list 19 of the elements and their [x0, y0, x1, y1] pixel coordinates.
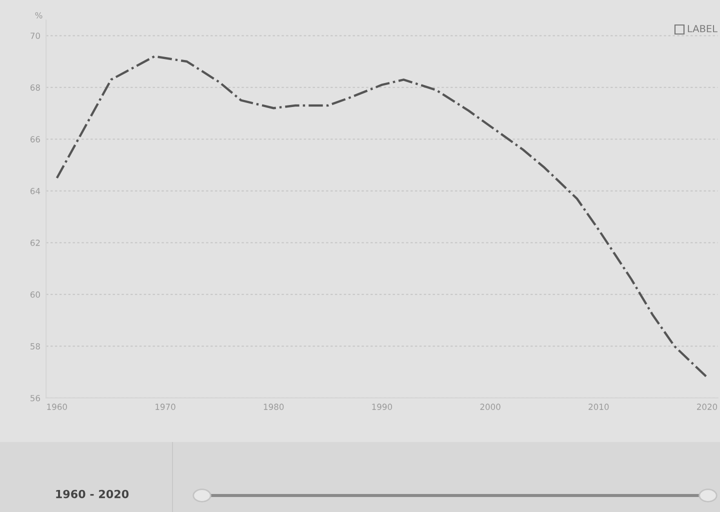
y-tick-label: 66 [30, 136, 40, 142]
text: 1960 - 2020 [56, 490, 129, 498]
x-tick-label: 1980 [264, 404, 284, 410]
y-tick-label: 56 [30, 394, 40, 402]
y-tick-label: 68 [30, 84, 40, 91]
annotation: LABEL [688, 25, 718, 32]
x-tick-label: 2020 [697, 404, 718, 410]
line-series [56, 55, 708, 378]
x-tick-label: 2010 [588, 404, 609, 410]
y-tick-label: 62 [30, 240, 40, 246]
y-tick-label: 60 [30, 291, 40, 298]
y-tick-label: 70 [30, 32, 40, 39]
x-tick-label: 1970 [156, 404, 176, 410]
y-tick-label: 64 [30, 188, 40, 194]
x-tick-label: 1990 [372, 404, 392, 410]
x-tick-label: 2000 [480, 404, 500, 410]
x-tick-label: 1960 [47, 404, 67, 410]
y-tick-label: 58 [30, 343, 40, 350]
y-axis-title: % [35, 12, 42, 19]
